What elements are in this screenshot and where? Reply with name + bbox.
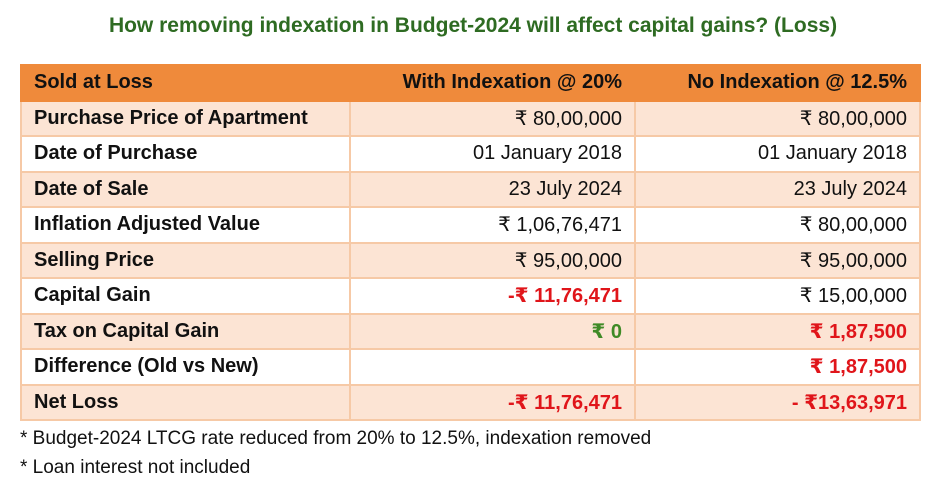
no-indexation-value: ₹ 15,00,000 xyxy=(634,277,921,315)
row-label: Net Loss xyxy=(20,383,351,421)
no-indexation-value: ₹ 95,00,000 xyxy=(634,241,921,279)
table-row-purchase-price: Purchase Price of Apartment ₹ 80,00,000 … xyxy=(20,99,921,137)
table-header-row: Sold at Loss With Indexation @ 20% No In… xyxy=(20,64,921,102)
with-indexation-value: 01 January 2018 xyxy=(349,135,636,173)
row-label: Date of Sale xyxy=(20,170,351,208)
header-with-indexation: With Indexation @ 20% xyxy=(349,64,636,102)
with-indexation-value: -₹ 11,76,471 xyxy=(349,383,636,421)
no-indexation-value: 23 July 2024 xyxy=(634,170,921,208)
footnote-ltcg-rate: * Budget-2024 LTCG rate reduced from 20%… xyxy=(20,428,652,449)
no-indexation-value: ₹ 1,87,500 xyxy=(634,312,921,350)
row-label: Date of Purchase xyxy=(20,135,351,173)
row-label: Tax on Capital Gain xyxy=(20,312,351,350)
table-row-tax-on-capital-gain: Tax on Capital Gain ₹ 0 ₹ 1,87,500 xyxy=(20,312,921,350)
table-row-date-of-sale: Date of Sale 23 July 2024 23 July 2024 xyxy=(20,170,921,208)
table-row-capital-gain: Capital Gain -₹ 11,76,471 ₹ 15,00,000 xyxy=(20,277,921,315)
row-label: Selling Price xyxy=(20,241,351,279)
with-indexation-value: -₹ 11,76,471 xyxy=(349,277,636,315)
with-indexation-value: ₹ 0 xyxy=(349,312,636,350)
with-indexation-value xyxy=(349,348,636,386)
header-no-indexation: No Indexation @ 12.5% xyxy=(634,64,921,102)
footnotes: * Budget-2024 LTCG rate reduced from 20%… xyxy=(20,424,651,482)
table-row-date-of-purchase: Date of Purchase 01 January 2018 01 Janu… xyxy=(20,135,921,173)
footnote-loan-interest: * Loan interest not included xyxy=(20,457,251,478)
row-label: Purchase Price of Apartment xyxy=(20,99,351,137)
with-indexation-value: ₹ 80,00,000 xyxy=(349,99,636,137)
header-sold-at-loss: Sold at Loss xyxy=(20,64,351,102)
table-row-difference: Difference (Old vs New) ₹ 1,87,500 xyxy=(20,348,921,386)
with-indexation-value: ₹ 95,00,000 xyxy=(349,241,636,279)
no-indexation-value: ₹ 1,87,500 xyxy=(634,348,921,386)
no-indexation-value: ₹ 80,00,000 xyxy=(634,99,921,137)
capital-gains-table: Sold at Loss With Indexation @ 20% No In… xyxy=(20,64,921,421)
row-label: Difference (Old vs New) xyxy=(20,348,351,386)
no-indexation-value: 01 January 2018 xyxy=(634,135,921,173)
table-row-selling-price: Selling Price ₹ 95,00,000 ₹ 95,00,000 xyxy=(20,241,921,279)
no-indexation-value: ₹ 80,00,000 xyxy=(634,206,921,244)
with-indexation-value: ₹ 1,06,76,471 xyxy=(349,206,636,244)
row-label: Inflation Adjusted Value xyxy=(20,206,351,244)
no-indexation-value: - ₹13,63,971 xyxy=(634,383,921,421)
with-indexation-value: 23 July 2024 xyxy=(349,170,636,208)
row-label: Capital Gain xyxy=(20,277,351,315)
page-title: How removing indexation in Budget-2024 w… xyxy=(108,14,838,37)
table-row-net-loss: Net Loss -₹ 11,76,471 - ₹13,63,971 xyxy=(20,383,921,421)
table-row-inflation-adjusted-value: Inflation Adjusted Value ₹ 1,06,76,471 ₹… xyxy=(20,206,921,244)
